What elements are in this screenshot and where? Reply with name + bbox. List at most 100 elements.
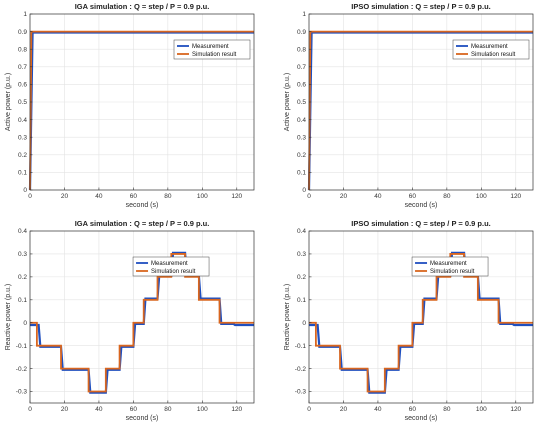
x-tick-label: 20 [340, 193, 348, 200]
y-tick-label: 0.8 [297, 46, 306, 53]
y-tick-label: 0.4 [297, 117, 306, 124]
y-tick-label: 0.1 [18, 297, 27, 304]
chart-title: IGA simulation : Q = step / P = 0.9 p.u. [75, 219, 210, 228]
x-tick-label: 0 [307, 406, 311, 413]
y-axis-label: Reactive power (p.u.) [284, 284, 291, 351]
y-tick-label: 0.1 [18, 170, 27, 177]
axes-frame [29, 230, 255, 404]
y-tick-label: -0.2 [295, 366, 307, 373]
legend-entry-2: Simulation result [430, 269, 475, 275]
x-tick-label: 80 [443, 406, 451, 413]
y-tick-label: 0.2 [18, 274, 27, 281]
legend-box [411, 256, 489, 277]
y-tick-label: 0.7 [297, 64, 306, 71]
x-tick-label: 100 [197, 193, 208, 200]
y-tick-label: 0 [302, 320, 306, 327]
y-tick-label: 0.3 [297, 251, 306, 258]
y-tick-label: 0.3 [18, 134, 27, 141]
y-tick-label: -0.3 [16, 389, 28, 396]
y-tick-label: 0.7 [18, 64, 27, 71]
x-axis-label: second (s) [126, 415, 159, 422]
x-tick-label: 120 [231, 406, 242, 413]
y-tick-label: 0.6 [18, 82, 27, 89]
y-tick-label: -0.3 [295, 389, 307, 396]
y-tick-label: -0.1 [16, 343, 28, 350]
x-axis-label: second (s) [405, 202, 438, 209]
x-tick-label: 0 [307, 193, 311, 200]
axes-frame [308, 230, 534, 404]
x-tick-label: 40 [95, 193, 103, 200]
x-tick-label: 60 [409, 406, 417, 413]
x-tick-label: 60 [409, 193, 417, 200]
y-tick-label: 0.1 [297, 297, 306, 304]
x-tick-label: 80 [164, 406, 172, 413]
y-tick-label: 0 [23, 320, 27, 327]
legend-entry-2: Simulation result [151, 269, 196, 275]
chart-title: IPSO simulation : Q = step / P = 0.9 p.u… [351, 2, 490, 11]
x-tick-label: 100 [476, 406, 487, 413]
y-tick-label: 1 [23, 11, 27, 18]
x-tick-label: 0 [28, 406, 32, 413]
x-tick-label: 40 [95, 406, 103, 413]
x-tick-label: 100 [476, 193, 487, 200]
legend-entry-1: Measurement [192, 44, 229, 50]
chart-panel-1: 0 20 40 60 80 100 120 0 0.1 0.2 0.3 0.4 0.5 0.6 0.7 0.8… [5, 2, 255, 209]
chart-title: IGA simulation : Q = step / P = 0.9 p.u. [75, 2, 210, 11]
legend: Measurement Simulation result [173, 39, 251, 60]
y-tick-label: 0.4 [18, 117, 27, 124]
x-tick-label: 20 [61, 193, 69, 200]
legend-entry-2: Simulation result [192, 52, 237, 58]
y-tick-label: 0.2 [297, 152, 306, 159]
y-tick-label: 1 [302, 11, 306, 18]
legend: Measurement Simulation result [132, 256, 210, 277]
y-tick-label: 0 [23, 187, 27, 194]
legend-entry-2: Simulation result [471, 52, 516, 58]
x-tick-label: 120 [231, 193, 242, 200]
y-tick-label: 0.9 [18, 29, 27, 36]
legend-entry-1: Measurement [151, 261, 188, 267]
y-tick-label: 0.8 [18, 46, 27, 53]
y-tick-label: 0.4 [18, 228, 27, 235]
y-tick-label: 0.6 [297, 82, 306, 89]
y-tick-label: -0.1 [295, 343, 307, 350]
y-axis-label: Active power (p.u.) [284, 73, 291, 131]
x-tick-label: 0 [28, 193, 32, 200]
chart-panel-4: 0 20 40 60 80 100 120 -0.3 -0.2 -0.1 0 0.1 0.2 0.3 0.4… [284, 219, 534, 422]
y-axis-label: Reactive power (p.u.) [5, 284, 12, 351]
chart-panel-3: 0 20 40 60 80 100 120 -0.3 -0.2 -0.1 0 0.1 0.2 0.3 0.4… [5, 219, 255, 422]
y-tick-label: 0.2 [297, 274, 306, 281]
x-tick-label: 20 [61, 406, 69, 413]
y-tick-label: 0 [302, 187, 306, 194]
y-tick-label: 0.2 [18, 152, 27, 159]
legend-entry-1: Measurement [430, 261, 467, 267]
legend-box [173, 39, 251, 60]
legend: Measurement Simulation result [411, 256, 489, 277]
y-tick-label: 0.9 [297, 29, 306, 36]
y-axis-label: Active power (p.u.) [5, 73, 12, 131]
y-tick-label: 0.5 [297, 99, 306, 106]
x-tick-label: 60 [130, 406, 138, 413]
y-tick-label: 0.5 [18, 99, 27, 106]
x-tick-label: 100 [197, 406, 208, 413]
legend-box [132, 256, 210, 277]
series-line-2 [309, 253, 533, 393]
y-tick-label: -0.2 [16, 366, 28, 373]
x-axis-label: second (s) [126, 202, 159, 209]
y-tick-label: 0.3 [18, 251, 27, 258]
y-tick-label: 0.3 [297, 134, 306, 141]
chart-title: IPSO simulation : Q = step / P = 0.9 p.u… [351, 219, 490, 228]
legend: Measurement Simulation result [452, 39, 530, 60]
legend-box [452, 39, 530, 60]
x-tick-label: 120 [510, 406, 521, 413]
x-tick-label: 20 [340, 406, 348, 413]
series-line-2 [30, 253, 254, 393]
x-tick-label: 60 [130, 193, 138, 200]
x-tick-label: 120 [510, 193, 521, 200]
x-tick-label: 40 [374, 193, 382, 200]
x-tick-label: 80 [443, 193, 451, 200]
legend-entry-1: Measurement [471, 44, 508, 50]
chart-panel-2: 0 20 40 60 80 100 120 0 0.1 0.2 0.3 0.4 0.5 0.6 0.7 0.8… [284, 2, 534, 209]
y-tick-label: 0.1 [297, 170, 306, 177]
x-axis-label: second (s) [405, 415, 438, 422]
